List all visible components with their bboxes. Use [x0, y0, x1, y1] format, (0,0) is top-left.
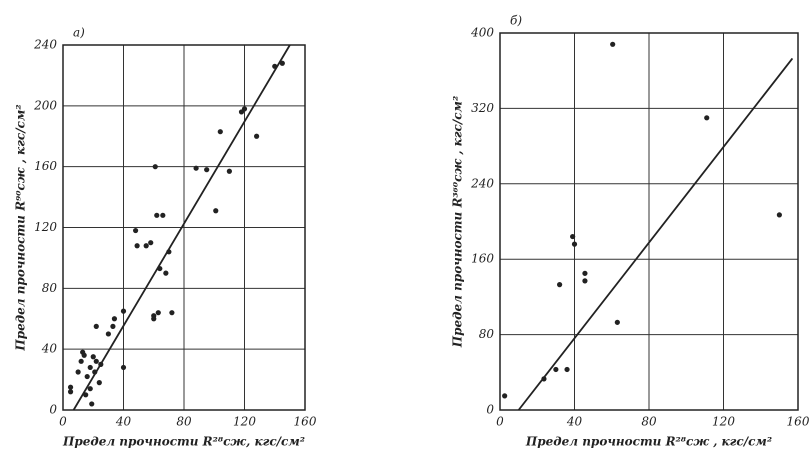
y-tick-label: 320	[471, 101, 494, 115]
point	[92, 369, 98, 375]
point	[169, 310, 175, 316]
point	[254, 133, 260, 139]
fit-line	[72, 44, 291, 411]
x-tick-label: 0	[496, 415, 504, 429]
x-tick-label: 0	[59, 415, 67, 429]
point	[96, 380, 102, 386]
point	[90, 354, 96, 360]
point	[541, 376, 547, 382]
point	[776, 212, 782, 218]
point	[148, 240, 154, 246]
point	[204, 167, 210, 173]
point	[193, 165, 199, 171]
point	[610, 41, 616, 47]
point	[98, 361, 104, 367]
y-tick-label: 80	[479, 327, 495, 341]
point	[160, 212, 166, 218]
point	[105, 331, 111, 337]
fit-line	[517, 57, 794, 411]
point	[151, 316, 157, 322]
point	[143, 243, 149, 249]
x-tick-label: 40	[115, 415, 132, 429]
panel-label: а)	[73, 26, 85, 40]
point	[582, 278, 588, 284]
point	[93, 358, 99, 364]
plot-frame	[62, 44, 306, 411]
point	[154, 212, 160, 218]
point	[564, 366, 570, 373]
point	[213, 208, 219, 214]
point	[120, 308, 127, 314]
point	[279, 60, 285, 66]
point	[87, 364, 93, 371]
x-tick-label: 160	[787, 415, 810, 429]
point	[78, 358, 84, 364]
point	[217, 129, 223, 135]
y-axis-label: Предел прочности R⁹⁰сж , кгс/см²	[14, 104, 28, 351]
panel-label: б)	[510, 14, 522, 28]
y-tick-label: 120	[34, 220, 57, 234]
x-tick-label: 160	[294, 415, 317, 429]
point	[111, 316, 118, 322]
point	[75, 369, 81, 375]
point	[241, 106, 248, 112]
x-axis-label: Предел прочности R²⁸сж , кгс/см²	[525, 435, 772, 449]
point	[133, 227, 139, 234]
x-tick-label: 40	[566, 415, 583, 429]
point	[81, 352, 87, 358]
point	[67, 389, 74, 395]
plot-frame	[499, 32, 799, 411]
point	[614, 319, 620, 325]
point	[110, 323, 116, 329]
point	[89, 401, 95, 407]
y-tick-label: 0	[486, 403, 494, 417]
y-tick-label: 0	[49, 403, 57, 417]
point	[87, 386, 93, 392]
point	[582, 270, 588, 276]
point	[704, 115, 710, 121]
point	[571, 241, 578, 247]
point	[152, 164, 158, 170]
y-tick-label: 200	[33, 98, 57, 112]
x-tick-label: 80	[641, 415, 657, 429]
point	[163, 270, 169, 276]
y-tick-label: 240	[470, 176, 494, 190]
point	[553, 366, 559, 373]
y-tick-label: 40	[41, 342, 58, 356]
point	[93, 323, 99, 329]
point	[134, 243, 140, 249]
point	[84, 373, 90, 380]
point	[570, 233, 576, 240]
point	[226, 168, 232, 174]
y-tick-label: 400	[470, 26, 494, 40]
y-tick-label: 160	[471, 252, 494, 266]
y-tick-label: 80	[42, 281, 58, 295]
point	[120, 364, 127, 371]
y-tick-label: 160	[34, 159, 57, 173]
point	[157, 265, 163, 272]
point	[67, 384, 74, 390]
point	[83, 392, 89, 398]
x-tick-label: 80	[176, 415, 192, 429]
y-axis-label: Предел прочности R³⁶⁰сж , кгс/см²	[451, 96, 465, 348]
point	[166, 249, 172, 255]
x-tick-label: 120	[712, 415, 735, 429]
point	[502, 393, 508, 399]
y-tick-label: 240	[33, 38, 57, 52]
x-axis-label: Предел прочности R²⁸сж, кгс/см²	[62, 435, 305, 449]
x-tick-label: 120	[233, 415, 256, 429]
point	[557, 282, 563, 288]
point	[272, 63, 278, 69]
point	[155, 310, 161, 316]
